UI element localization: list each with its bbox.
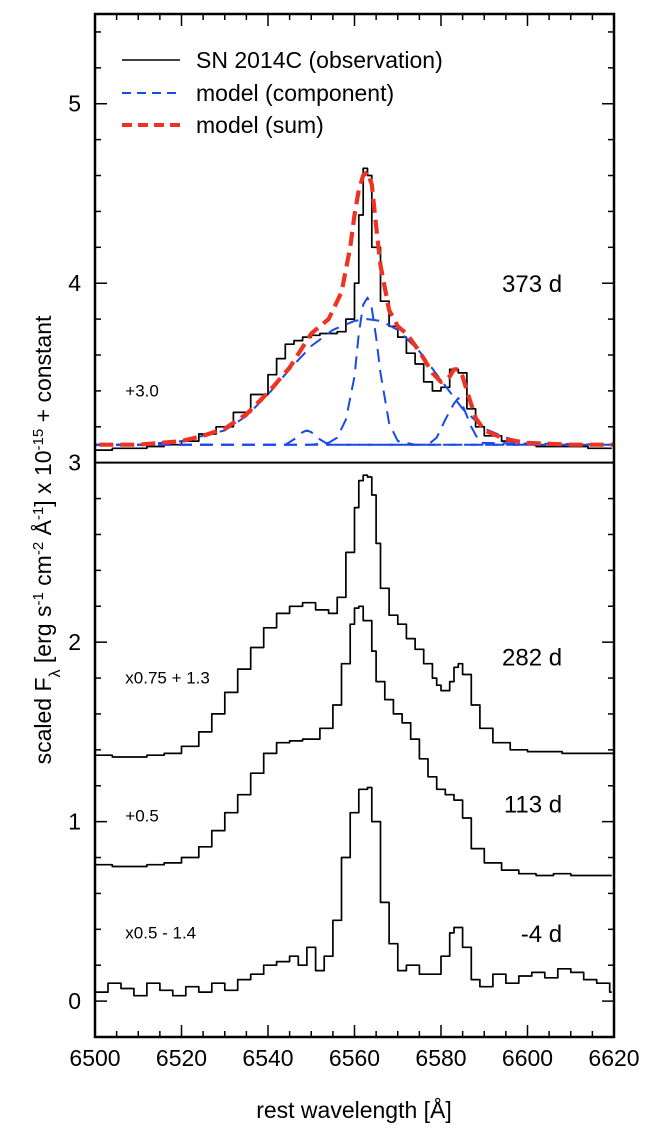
y-tick-label: 2	[68, 629, 81, 655]
offset-label: x0.5 - 1.4	[125, 923, 196, 942]
x-tick-label: 6520	[156, 1045, 207, 1071]
series-373-d-narrow-component	[95, 296, 614, 446]
x-axis-title: rest wavelength [Å]	[256, 1096, 452, 1123]
offset-label: x0.75 + 1.3	[125, 668, 210, 687]
y-tick-label: 1	[68, 809, 81, 835]
legend-label-component: model (component)	[196, 80, 394, 106]
axes: 6500 6520 6540 6560 6580 6600 6620 0 1 2 3 4 5	[68, 12, 640, 1071]
epoch-label: -4 d	[521, 921, 562, 948]
x-tick-label: 6560	[329, 1045, 380, 1071]
epoch-label: 282 d	[502, 644, 562, 671]
legend: SN 2014C (observation) model (component)…	[122, 47, 443, 138]
y-tick-label: 4	[68, 270, 81, 296]
x-tick-label: 6580	[415, 1045, 466, 1071]
offset-label: +3.0	[125, 381, 159, 400]
legend-label-observation: SN 2014C (observation)	[196, 47, 443, 73]
x-tick-label: 6540	[242, 1045, 293, 1071]
series-113-d-observation	[95, 605, 612, 877]
x-tick-label: 6500	[69, 1045, 120, 1071]
legend-label-sum: model (sum)	[196, 112, 324, 138]
series-373-d-component-6548	[95, 429, 614, 446]
epoch-label: 373 d	[502, 271, 562, 298]
offset-label: +0.5	[125, 807, 159, 826]
x-tick-label: 6620	[588, 1045, 639, 1071]
series-373-d-observation	[95, 167, 612, 451]
series-373-d-broad-component	[95, 318, 614, 446]
x-tick-label: 6600	[502, 1045, 553, 1071]
series-373-d-component-6584	[95, 397, 615, 446]
y-tick-label: 3	[68, 450, 81, 476]
y-axis-title: scaled Fλ [erg s-1 cm-2 Å-1] x 10-15 + c…	[29, 315, 64, 764]
epoch-label: 113 d	[504, 792, 562, 819]
series-282-d-observation	[95, 474, 615, 758]
series-373-d-model-sum	[99, 169, 614, 447]
series--4-d-observation	[95, 786, 612, 997]
y-tick-label: 0	[68, 988, 81, 1014]
plot-area: 373 d +3.0 282 d x0.75 + 1.3 113 d +0.5 -4 d x0…	[95, 167, 615, 997]
y-tick-label: 5	[68, 91, 81, 117]
